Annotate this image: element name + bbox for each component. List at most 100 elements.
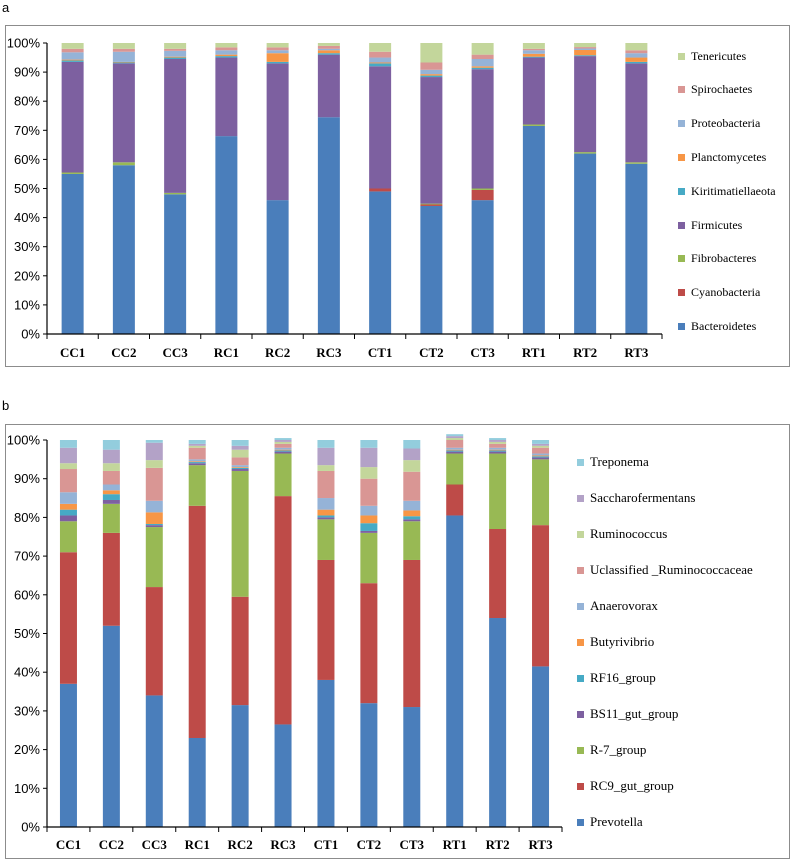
bar-segment — [59, 683, 77, 827]
bar-segment — [61, 59, 84, 61]
bar-segment — [360, 440, 378, 448]
bar-segment — [360, 530, 378, 533]
bar-segment — [112, 63, 135, 163]
bar-segment — [317, 470, 335, 499]
y-tick-label: 0% — [21, 327, 40, 342]
bar-segment — [164, 59, 187, 193]
bar-segment — [188, 737, 206, 827]
bar-segment — [403, 521, 421, 560]
y-tick-label: 60% — [14, 152, 40, 167]
bar-segment — [522, 57, 545, 125]
bar-segment — [231, 470, 249, 597]
legend-label: BS11_gut_group — [590, 706, 679, 721]
bar-segment — [188, 465, 206, 506]
bar-segment — [403, 559, 421, 708]
y-tick-label: 30% — [14, 239, 40, 254]
legend-swatch — [678, 86, 685, 94]
legend-item: Fibrobacteres — [678, 251, 756, 267]
bar-segment — [145, 523, 163, 526]
bar-segment — [61, 52, 84, 60]
bar-segment — [266, 63, 289, 201]
legend-label: RC9_gut_group — [590, 778, 674, 793]
bar-segment — [625, 50, 648, 54]
legend-label: Anaerovorax — [590, 598, 658, 613]
legend-item: Cyanobacteria — [678, 285, 760, 301]
bar-segment — [59, 447, 77, 464]
bar-segment — [59, 492, 77, 504]
bar-segment — [360, 467, 378, 479]
legend-swatch — [678, 322, 685, 330]
y-tick-label: 0% — [21, 820, 40, 835]
bar-segment — [164, 48, 187, 51]
bar-segment — [274, 438, 292, 440]
y-tick-label: 40% — [14, 665, 40, 680]
bar-segment — [403, 471, 421, 501]
bar-segment — [102, 490, 120, 495]
legend-b: Treponema Saccharofermentans Ruminococcus U… — [577, 454, 787, 844]
legend-label: Firmicutes — [691, 217, 743, 232]
legend-item: Proteobacteria — [678, 116, 760, 132]
legend-label: Tenericutes — [691, 48, 747, 63]
bar-segment — [112, 43, 135, 49]
legend-item: RF16_group — [577, 670, 656, 686]
bar-segment — [145, 500, 163, 513]
bar-segment — [317, 498, 335, 510]
chart-frame-a — [5, 25, 790, 367]
bar-segment — [403, 510, 421, 517]
legend-item: R-7_group — [577, 742, 646, 758]
bar-segment — [59, 521, 77, 553]
bar-segment — [522, 53, 545, 57]
bar-segment — [403, 460, 421, 472]
bar-segment — [61, 173, 84, 334]
y-tick-label: 20% — [14, 742, 40, 757]
bar-segment — [471, 59, 494, 67]
legend-item: Tenericutes — [678, 48, 746, 64]
x-tick-label: CC3 — [162, 345, 188, 360]
x-tick-label: CT2 — [419, 345, 444, 360]
bar-segment — [403, 516, 421, 520]
bar-segment — [446, 447, 464, 450]
bar-segment — [532, 457, 550, 460]
bar-segment — [403, 500, 421, 511]
y-tick-label: 30% — [14, 703, 40, 718]
bar-segment — [471, 69, 494, 189]
bar-segment — [164, 192, 187, 195]
legend-swatch — [577, 674, 584, 682]
bar-segment — [446, 515, 464, 827]
x-tick-label: CT3 — [470, 345, 495, 360]
y-tick-label: 90% — [14, 471, 40, 486]
bar-segment — [317, 54, 340, 118]
bar-segment — [420, 43, 443, 63]
legend-label: Fibrobacteres — [691, 251, 757, 266]
bar-segment — [274, 443, 292, 448]
legend-label: Prevotella — [590, 814, 643, 829]
legend-item: Uclassified _Ruminococcaceae — [577, 562, 753, 578]
bar-segment — [420, 74, 443, 76]
bar-segment — [102, 625, 120, 827]
bar-segment — [231, 457, 249, 466]
bar-segment — [403, 440, 421, 449]
legend-item: Kiritimatiellaeota — [678, 183, 776, 199]
legend-swatch — [577, 710, 584, 718]
legend-swatch — [678, 52, 685, 60]
bar-segment — [231, 705, 249, 827]
x-tick-label: RC1 — [214, 345, 239, 360]
x-tick-label: CC1 — [56, 837, 81, 852]
bar-segment — [522, 124, 545, 126]
bar-segment — [369, 188, 392, 192]
bar-segment — [59, 503, 77, 510]
legend-item: Planctomycetes — [678, 149, 766, 165]
bar-segment — [489, 440, 507, 442]
bar-segment — [360, 478, 378, 506]
bar-segment — [360, 583, 378, 704]
bar-segment — [369, 62, 392, 64]
y-tick-label: 40% — [14, 210, 40, 225]
bar-segment — [102, 470, 120, 485]
bar-segment — [317, 440, 335, 448]
legend-label: Treponema — [590, 454, 649, 469]
y-tick-label: 70% — [14, 123, 40, 138]
bar-segment — [112, 62, 135, 64]
bar-segment — [532, 456, 550, 458]
bar-segment — [471, 54, 494, 60]
bar-segment — [231, 469, 249, 471]
